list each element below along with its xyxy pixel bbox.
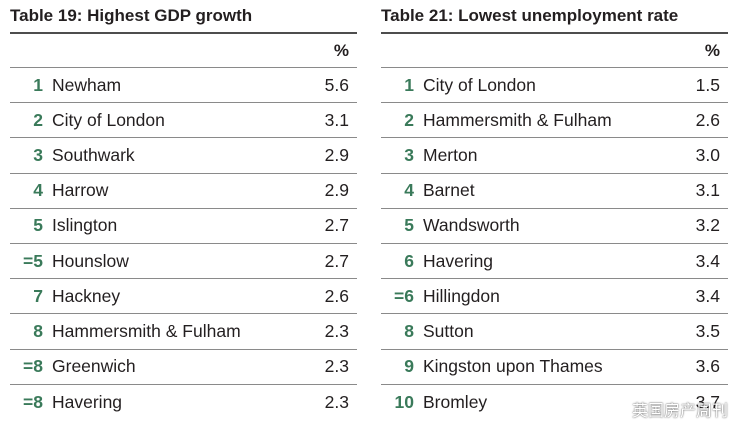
percent-value: 2.7	[324, 215, 349, 236]
borough-name: Hammersmith & Fulham	[52, 320, 241, 341]
borough-name: Hillingdon	[423, 285, 500, 306]
rank-number: 4	[33, 180, 43, 201]
rank-number: 5	[33, 215, 43, 236]
percent-value: 3.1	[695, 180, 720, 201]
rank-number: 2	[33, 109, 43, 130]
rank-number: 3	[404, 144, 414, 165]
watermark-text: 英国房产周刊	[631, 401, 728, 420]
percent-value: 2.6	[324, 285, 349, 306]
borough-name: Greenwich	[52, 356, 136, 377]
borough-name: Sutton	[423, 320, 474, 341]
table-body: 1 City of London 1.5 2 Hammersmith & Fulham 2…	[381, 68, 728, 420]
table-row: 10 Bromley 3.7	[381, 385, 728, 420]
gdp-growth-table: Table 19: Highest GDP growth % 1 Newham 5.…	[10, 0, 357, 420]
table-body: 1 Newham 5.6 2 City of London 3.1 3 Southwark 2.…	[10, 68, 357, 420]
rank-number: 4	[404, 180, 414, 201]
percent-value: 3.6	[695, 356, 720, 377]
rank-number: 1	[33, 74, 43, 95]
watermark: 英国房产周刊	[604, 397, 728, 421]
rank-number: 3	[33, 144, 43, 165]
table-top-rule	[381, 32, 728, 34]
table-title: Table 19: Highest GDP growth	[10, 6, 253, 25]
table-row: =8 Havering 2.3	[10, 385, 357, 420]
percent-value: 2.9	[324, 144, 349, 165]
borough-name: City of London	[423, 74, 536, 95]
table-row: 2 Hammersmith & Fulham 2.6	[381, 103, 728, 139]
borough-name: City of London	[52, 109, 165, 130]
percent-value: 3.1	[324, 109, 349, 130]
unemployment-rate-table: Table 21: Lowest unemployment rate % 1 Ci…	[381, 0, 728, 420]
percent-value: 3.4	[695, 285, 720, 306]
rank-number: 9	[404, 356, 414, 377]
borough-name: Hammersmith & Fulham	[423, 109, 612, 130]
percent-value: 2.7	[324, 250, 349, 271]
percent-value: 2.6	[695, 109, 720, 130]
borough-name: Bromley	[423, 391, 488, 412]
borough-name: Islington	[52, 215, 118, 236]
rank-number: =8	[23, 391, 43, 412]
percent-value: 3.5	[695, 320, 720, 341]
rank-number: 1	[404, 74, 414, 95]
rank-number: 8	[404, 320, 414, 341]
table-row: 4 Harrow 2.9	[10, 174, 357, 209]
borough-name: Kingston upon Thames	[423, 356, 603, 377]
rank-number: 10	[394, 391, 414, 412]
table-row: 3 Southwark 2.9	[10, 138, 357, 174]
percent-value: 1.5	[695, 74, 720, 95]
table-row: 1 Newham 5.6	[10, 68, 357, 104]
borough-name: Merton	[423, 144, 478, 165]
borough-name: Havering	[423, 250, 494, 271]
borough-name: Hounslow	[52, 250, 129, 271]
rank-number: =6	[394, 285, 414, 306]
borough-name: Wandsworth	[423, 215, 520, 236]
table-row: 2 City of London 3.1	[10, 103, 357, 139]
table-row: =6 Hillingdon 3.4	[381, 279, 728, 315]
percent-value: 2.3	[324, 320, 349, 341]
table-row: 6 Havering 3.4	[381, 244, 728, 280]
table-row: 9 Kingston upon Thames 3.6	[381, 350, 728, 385]
table-row: 5 Islington 2.7	[10, 209, 357, 244]
table-header: %	[10, 34, 357, 68]
percent-value: 5.6	[324, 74, 349, 95]
table-row: 8 Sutton 3.5	[381, 314, 728, 350]
percent-value: 2.3	[324, 391, 349, 412]
borough-name: Barnet	[423, 180, 475, 201]
borough-name: Newham	[52, 74, 122, 95]
borough-name: Harrow	[52, 180, 109, 201]
percent-value: 2.3	[324, 356, 349, 377]
borough-name: Hackney	[52, 285, 121, 306]
table-row: =8 Greenwich 2.3	[10, 350, 357, 385]
percent-value: 3.2	[695, 215, 720, 236]
percent-value: 2.9	[324, 180, 349, 201]
table-row: 4 Barnet 3.1	[381, 174, 728, 209]
percent-value: 3.7	[695, 391, 720, 412]
table-row: 1 City of London 1.5	[381, 68, 728, 104]
unit-header: %	[704, 40, 720, 60]
table-row: =5 Hounslow 2.7	[10, 244, 357, 280]
percent-value: 3.0	[695, 144, 720, 165]
wechat-icon	[604, 400, 626, 418]
table-top-rule	[10, 32, 357, 34]
borough-name: Havering	[52, 391, 123, 412]
rank-number: 2	[404, 109, 414, 130]
rank-number: 7	[33, 285, 43, 306]
borough-name: Southwark	[52, 144, 135, 165]
table-title: Table 21: Lowest unemployment rate	[381, 6, 679, 25]
rank-number: 6	[404, 250, 414, 271]
unit-header: %	[333, 40, 349, 60]
rank-number: 8	[33, 320, 43, 341]
rank-number: =5	[23, 250, 43, 271]
table-row: 7 Hackney 2.6	[10, 279, 357, 315]
table-row: 5 Wandsworth 3.2	[381, 209, 728, 244]
table-header: %	[381, 34, 728, 68]
table-row: 8 Hammersmith & Fulham 2.3	[10, 314, 357, 350]
percent-value: 3.4	[695, 250, 720, 271]
rank-number: =8	[23, 356, 43, 377]
table-row: 3 Merton 3.0	[381, 138, 728, 174]
rank-number: 5	[404, 215, 414, 236]
